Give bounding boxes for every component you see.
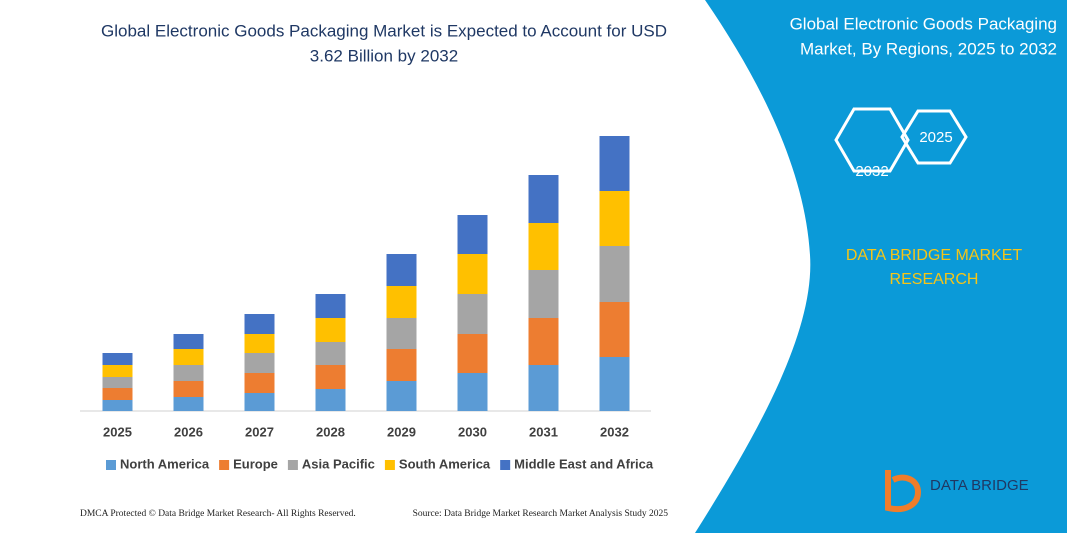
bar-segment — [528, 365, 559, 411]
footer-text: Source: Data Bridge Market Research Mark… — [413, 509, 669, 519]
bar-segment — [244, 314, 275, 334]
bar-segment — [244, 334, 275, 353]
bar-segment — [599, 357, 630, 411]
legend-label: Middle East and Africa — [514, 456, 654, 471]
bar-segment — [457, 294, 488, 334]
bar-segment — [315, 365, 346, 389]
bar-segment — [528, 175, 559, 223]
legend-label: North America — [120, 456, 210, 471]
bar-segment — [386, 318, 417, 349]
logo-text: DATA BRIDGE — [930, 477, 1029, 494]
logo-icon — [885, 470, 922, 513]
bar-segment — [599, 246, 630, 302]
footer-text: DMCA Protected © Data Bridge Market Rese… — [80, 508, 356, 519]
hex-label: 2032 — [855, 163, 888, 180]
legend-label: Asia Pacific — [302, 456, 375, 471]
x-tick-label: 2025 — [103, 424, 132, 439]
bar-segment — [102, 388, 133, 400]
hex-label: 2025 — [919, 129, 952, 146]
chart-title: 3.62 Billion by 2032 — [310, 46, 458, 65]
bar-segment — [457, 334, 488, 373]
bar-segment — [599, 191, 630, 246]
side-panel — [695, 0, 1067, 533]
x-tick-label: 2029 — [387, 424, 416, 439]
x-tick-label: 2028 — [316, 424, 345, 439]
legend-label: South America — [399, 456, 491, 471]
bar-segment — [457, 215, 488, 254]
legend-swatch — [106, 460, 116, 470]
brand-text: RESEARCH — [890, 271, 979, 288]
bar-segment — [244, 393, 275, 411]
bar-segment — [386, 286, 417, 318]
chart-title: Global Electronic Goods Packaging Market… — [101, 21, 667, 40]
bar-segment — [528, 318, 559, 365]
brand-text: DATA BRIDGE MARKET — [846, 247, 1023, 264]
x-tick-label: 2031 — [529, 424, 558, 439]
bar-segment — [173, 365, 204, 381]
bar-segment — [244, 353, 275, 373]
hexagon — [834, 107, 910, 173]
bar-segment — [386, 349, 417, 381]
bar-segment — [102, 400, 133, 411]
panel-title: Global Electronic Goods Packaging — [790, 14, 1057, 33]
bar-segment — [315, 318, 346, 342]
hexagon — [900, 109, 968, 165]
legend-swatch — [384, 460, 395, 470]
bar-segment — [173, 334, 204, 349]
x-tick-label: 2032 — [600, 424, 629, 439]
panel-title: Market, By Regions, 2025 to 2032 — [800, 39, 1057, 58]
bar-segment — [173, 381, 204, 397]
bar-segment — [386, 254, 417, 286]
bar-segment — [102, 377, 133, 388]
x-tick-label: 2027 — [245, 424, 274, 439]
legend-swatch — [500, 460, 511, 470]
legend-swatch — [219, 460, 230, 470]
bar-segment — [457, 373, 488, 411]
legend-swatch — [287, 460, 298, 470]
bar-segment — [102, 353, 133, 365]
bar-segment — [457, 254, 488, 294]
x-tick-label: 2026 — [174, 424, 203, 439]
legend-label: Europe — [233, 456, 278, 471]
bar-segment — [528, 223, 559, 270]
bar-segment — [528, 270, 559, 318]
bar-segment — [315, 342, 346, 365]
bar-segment — [244, 373, 275, 393]
bar-segment — [173, 397, 204, 411]
bar-segment — [599, 136, 630, 191]
bar-segment — [102, 365, 133, 377]
bar-segment — [386, 381, 417, 411]
bar-segment — [599, 302, 630, 357]
bar-segment — [173, 349, 204, 365]
x-tick-label: 2030 — [458, 424, 487, 439]
bar-segment — [315, 389, 346, 411]
bar-segment — [315, 294, 346, 318]
